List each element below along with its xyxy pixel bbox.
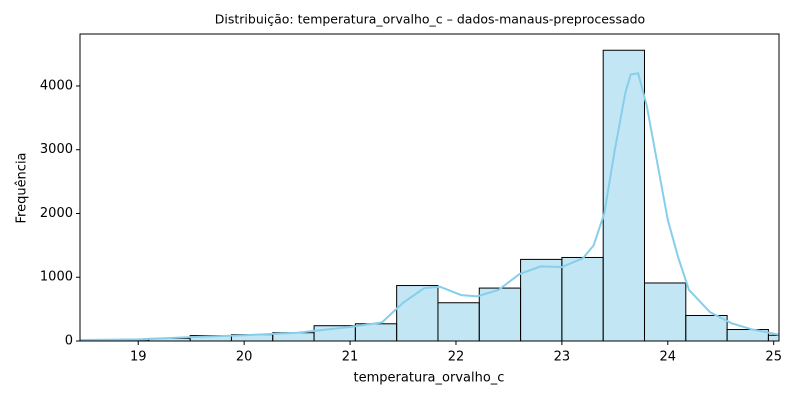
histogram-bar	[478, 287, 522, 341]
histogram-bar	[602, 49, 645, 341]
plot-area	[80, 49, 779, 341]
histogram-bar	[643, 282, 687, 341]
x-tick-label: 22	[448, 350, 465, 365]
histogram-bar	[561, 256, 604, 341]
x-tick-label: 24	[660, 350, 677, 365]
y-tick-label: 4000	[40, 78, 73, 93]
y-tick-label: 1000	[40, 270, 73, 285]
y-axis-label: Frequência	[15, 152, 30, 223]
x-tick-label: 20	[236, 350, 253, 365]
histogram-bar	[685, 314, 728, 341]
histogram-bar	[396, 285, 439, 341]
y-tick-label: 2000	[40, 206, 73, 221]
plot-frame	[79, 33, 780, 342]
histogram-bar	[437, 302, 480, 341]
x-tick-label: 21	[342, 350, 359, 365]
histogram-bar	[767, 334, 779, 341]
kde-line	[80, 72, 779, 341]
histogram-bar	[520, 258, 563, 341]
y-tick-label: 0	[65, 334, 73, 349]
x-axis-label: temperatura_orvalho_c	[354, 371, 505, 386]
x-tick-label: 25	[765, 350, 782, 365]
y-tick-label: 3000	[40, 142, 73, 157]
x-tick-label: 19	[130, 350, 147, 365]
x-tick-label: 23	[554, 350, 571, 365]
chart-title: Distribuição: temperatura_orvalho_c – da…	[215, 12, 645, 27]
